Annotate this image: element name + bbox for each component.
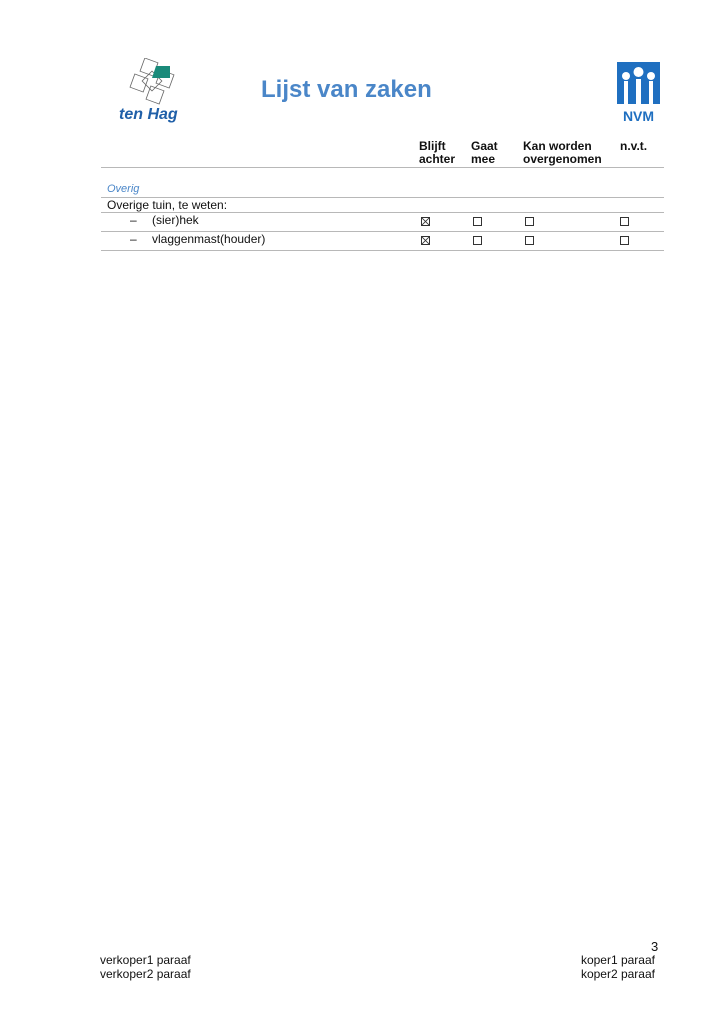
checkbox-kan-worden-overgenomen[interactable] [525, 236, 534, 245]
col-header-gaat-mee: Gaat mee [471, 139, 498, 166]
nvm-wordmark: NVM [622, 108, 655, 124]
nvm-logo: NVM [617, 62, 660, 123]
checkbox-blijft-achter[interactable] [421, 236, 430, 245]
ten-hag-wordmark: ten Hag [119, 106, 178, 123]
divider [101, 250, 664, 251]
col-header-nvt: n.v.t. [620, 139, 648, 153]
section-heading: Overig [107, 183, 140, 195]
buyer1-initials: koper1 paraaf [580, 953, 655, 967]
divider [101, 197, 664, 198]
divider [101, 231, 664, 232]
row-dash: – [130, 213, 137, 227]
checkbox-gaat-mee[interactable] [473, 236, 482, 245]
divider [101, 212, 664, 213]
checkbox-blijft-achter[interactable] [421, 217, 430, 226]
seller1-initials: verkoper1 paraaf [100, 953, 191, 967]
page-title: Lijst van zaken [261, 76, 432, 103]
col-header-blijft-achter: Blijft achter [419, 139, 456, 166]
row-label: (sier)hek [152, 213, 199, 227]
checkbox-kan-worden-overgenomen[interactable] [525, 217, 534, 226]
page-number: 3 [651, 939, 659, 954]
group-label: Overige tuin, te weten: [107, 198, 228, 212]
checkbox-nvt[interactable] [620, 217, 629, 226]
ten-hag-logo [128, 57, 178, 106]
buyer2-initials: koper2 paraaf [580, 967, 655, 981]
divider [101, 167, 664, 168]
row-dash: – [130, 232, 137, 246]
col-header-kan-worden-overgenomen: Kan worden overgenomen [523, 139, 602, 166]
seller2-initials: verkoper2 paraaf [100, 967, 191, 981]
checkbox-gaat-mee[interactable] [473, 217, 482, 226]
row-label: vlaggenmast(houder) [152, 232, 266, 246]
checkbox-nvt[interactable] [620, 236, 629, 245]
